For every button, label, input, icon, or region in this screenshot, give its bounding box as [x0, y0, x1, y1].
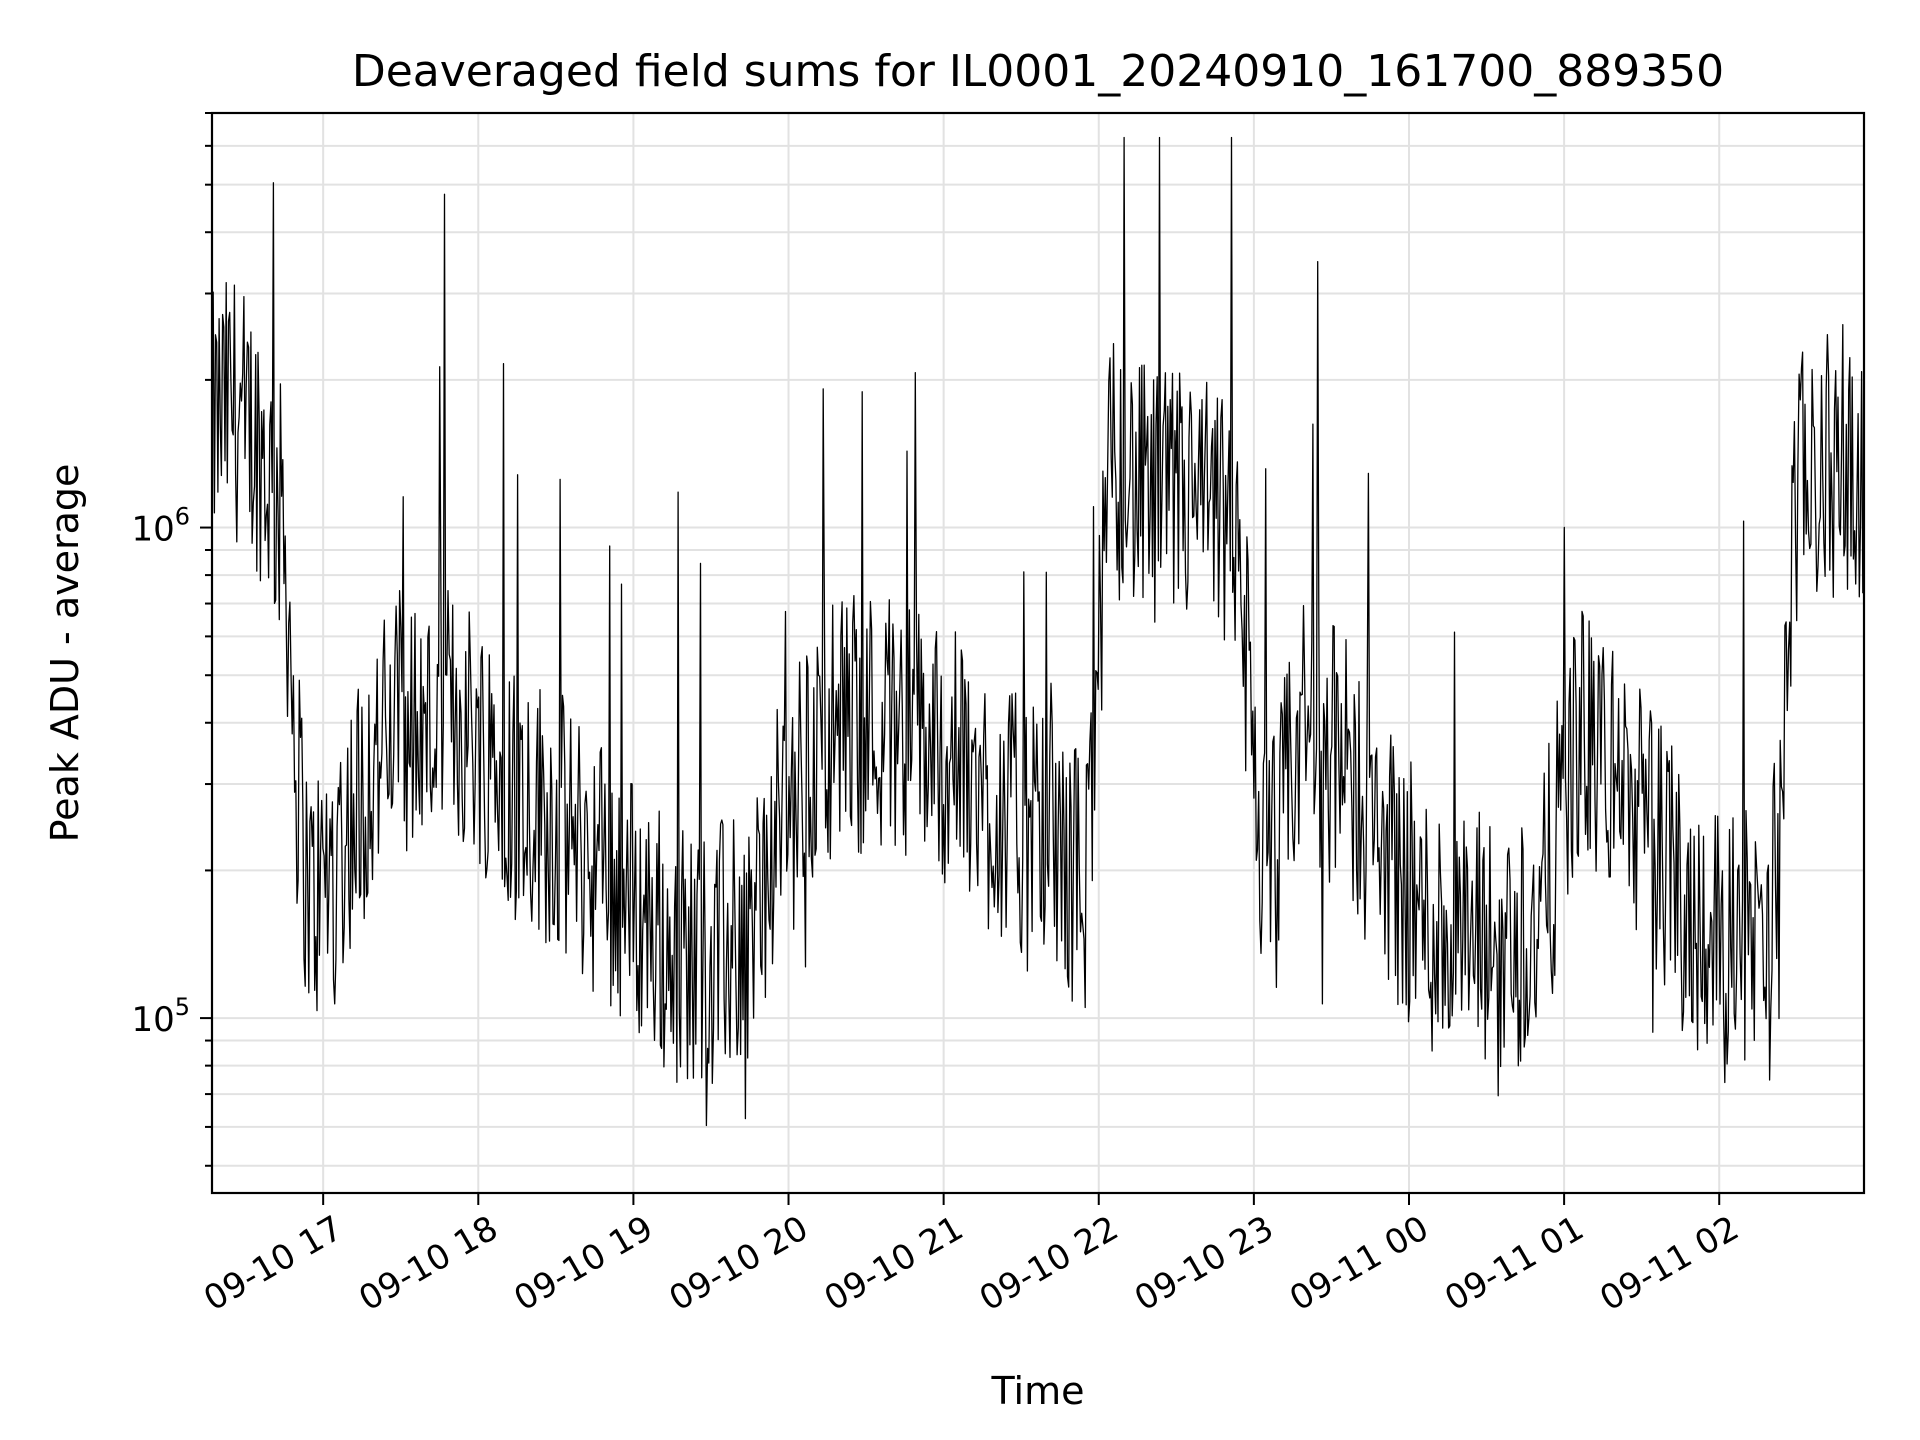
grid: [212, 112, 1864, 1193]
series-line: [211, 136, 1864, 1127]
x-tick-label: 09-10 17: [197, 1208, 349, 1319]
series-layer: [211, 136, 1864, 1127]
x-tick-label: 09-10 21: [818, 1208, 970, 1319]
y-axis-label: Peak ADU - average: [43, 464, 87, 843]
x-tick-label: 09-11 00: [1283, 1208, 1435, 1319]
y-tick-label: 106: [131, 503, 190, 550]
x-tick-label: 09-10 22: [973, 1208, 1125, 1319]
x-tick-label: 09-10 20: [663, 1208, 815, 1319]
x-tick-label: 09-10 19: [508, 1208, 660, 1319]
x-tick-label: 09-11 01: [1438, 1208, 1590, 1319]
x-tick-label: 09-10 18: [352, 1208, 504, 1319]
y-tick-label: 105: [131, 993, 190, 1040]
x-axis-label: Time: [991, 1369, 1085, 1413]
axes-frame: [210, 111, 1866, 1195]
x-tick-label: 09-10 23: [1128, 1208, 1280, 1319]
x-tick-label: 09-11 02: [1593, 1208, 1745, 1319]
chart-title: Deaveraged field sums for IL0001_2024091…: [352, 46, 1724, 97]
